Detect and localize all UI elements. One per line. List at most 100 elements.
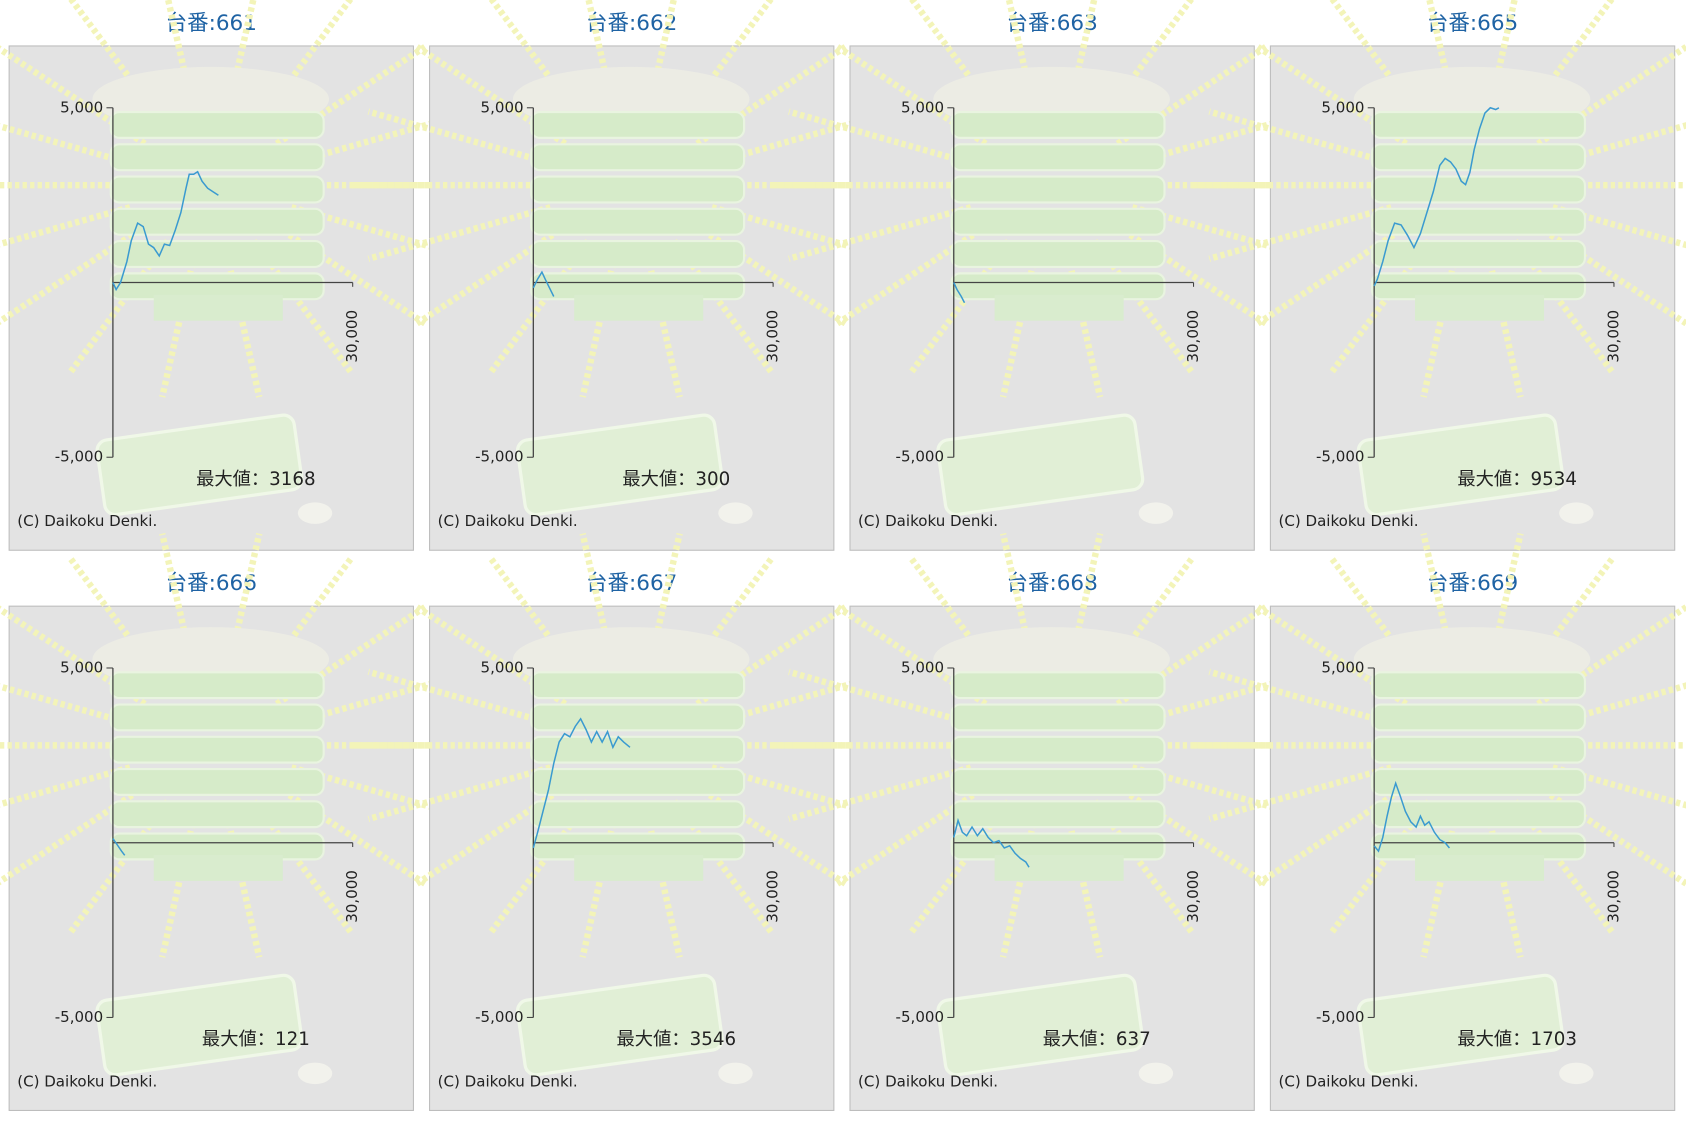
decor-tray — [950, 800, 1166, 829]
decor-tray — [109, 143, 325, 172]
y-tick-label: 5,000 — [60, 98, 103, 116]
decor-dish — [1356, 973, 1565, 1077]
decor-tray — [950, 207, 1166, 236]
decor-coin — [1138, 1062, 1174, 1085]
decor-ray — [0, 204, 131, 248]
max-annotation: 最大値：1703 — [1457, 1029, 1577, 1050]
decor-coin — [1138, 502, 1174, 524]
data-line — [1373, 106, 1500, 287]
y-tick-label: 5,000 — [1321, 98, 1364, 116]
chart-title: 台番:665 — [1427, 11, 1518, 36]
max-annotation: 最大値：3546 — [617, 1029, 737, 1050]
decor-tray — [530, 143, 746, 172]
decor-tray — [950, 703, 1166, 732]
decor-dish — [936, 973, 1145, 1077]
decor-dish — [515, 413, 724, 517]
data-line — [1373, 780, 1451, 853]
chart-title: 台番:666 — [166, 571, 257, 596]
chart-panel: 台番:668 5,000 -5,000 30,000 最大値：637 (C) Daikok… — [772, 532, 1332, 1111]
y-tick-label: -5,000 — [55, 1008, 104, 1026]
decor-ray — [1208, 764, 1393, 823]
decor-ray — [0, 123, 131, 167]
chart-panel: 台番:661 5,000 -5,000 30,000 最大値：3168 (C) Daiko… — [0, 0, 491, 551]
decor-dish — [1356, 413, 1565, 517]
chart-title: 台番:662 — [586, 11, 677, 36]
decor-tray — [1370, 175, 1587, 204]
decor-tray — [109, 175, 325, 204]
decor-tray — [950, 240, 1166, 268]
data-line — [532, 270, 555, 297]
decor-dish — [95, 413, 304, 517]
chart-panel: 台番:667 5,000 -5,000 30,000 最大値：3546 (C) Daiko… — [351, 532, 911, 1111]
decor-tray — [950, 735, 1166, 764]
decor-tray — [109, 671, 325, 700]
decor-ray — [367, 764, 552, 823]
decor-tray — [109, 703, 325, 732]
x-tick-label: 30,000 — [764, 870, 782, 923]
decor-ray — [367, 668, 552, 727]
data-line — [953, 282, 966, 304]
decor-tray — [1370, 767, 1587, 796]
decor-tray — [530, 175, 746, 204]
y-tick-label: 5,000 — [481, 98, 524, 116]
decor-tray — [530, 111, 746, 139]
decor-coin — [297, 1062, 333, 1085]
decor-tray — [1370, 800, 1587, 829]
decor-coin — [1559, 1062, 1594, 1085]
decor-ray — [788, 764, 972, 823]
decor-base — [1415, 294, 1545, 321]
y-tick-label: 5,000 — [1321, 658, 1364, 676]
decor-ray — [367, 204, 552, 262]
data-line — [953, 817, 1030, 868]
chart-title: 台番:669 — [1427, 571, 1518, 596]
chart-title: 台番:663 — [1006, 11, 1097, 36]
chart-title: 台番:661 — [166, 11, 257, 36]
decor-dish — [95, 973, 304, 1077]
copyright: (C) Daikoku Denki. — [17, 512, 157, 530]
x-tick-label: 30,000 — [343, 870, 361, 923]
decor-ray — [1208, 668, 1393, 727]
copyright: (C) Daikoku Denki. — [17, 1072, 157, 1090]
copyright: (C) Daikoku Denki. — [858, 512, 998, 530]
decor-tray — [530, 240, 746, 268]
decor-tray — [1370, 143, 1587, 172]
decor-coin — [1559, 502, 1594, 524]
copyright: (C) Daikoku Denki. — [1278, 1072, 1418, 1090]
max-annotation: 最大値：3168 — [196, 469, 316, 490]
copyright: (C) Daikoku Denki. — [438, 512, 578, 530]
decor-tray — [950, 175, 1166, 204]
copyright: (C) Daikoku Denki. — [438, 1072, 578, 1090]
decor-tray — [950, 143, 1166, 172]
copyright: (C) Daikoku Denki. — [1278, 512, 1418, 530]
decor-ray — [367, 108, 552, 167]
decor-base — [153, 855, 283, 881]
decor-tray — [1370, 735, 1587, 764]
decor-tray — [530, 767, 746, 796]
x-tick-label: 30,000 — [764, 310, 782, 363]
data-line — [112, 838, 126, 856]
decor-ray — [0, 764, 131, 808]
decor-ray — [788, 668, 972, 727]
decor-tray — [530, 703, 746, 732]
decor-base — [574, 294, 704, 321]
x-tick-label: 30,000 — [1184, 870, 1202, 923]
y-tick-label: 5,000 — [481, 658, 524, 676]
decor-tray — [109, 111, 325, 139]
x-tick-label: 30,000 — [343, 310, 361, 363]
decor-base — [574, 855, 704, 881]
decor-base — [1415, 855, 1545, 881]
y-tick-label: -5,000 — [1316, 448, 1365, 466]
decor-ray — [788, 204, 972, 262]
decor-ray — [788, 108, 972, 167]
decor-ray — [0, 683, 131, 727]
chart-panel: 台番:663 5,000 -5,000 30,000 (C) Daikoku Denki… — [772, 0, 1332, 551]
chart-panel: 台番:662 5,000 -5,000 30,000 最大値：300 (C) Daikok… — [351, 0, 911, 551]
decor-tray — [109, 767, 325, 796]
y-tick-label: -5,000 — [55, 448, 104, 466]
decor-tray — [109, 800, 325, 829]
max-annotation: 最大値：300 — [622, 469, 730, 490]
decor-tray — [530, 800, 746, 829]
decor-coin — [718, 1062, 753, 1085]
